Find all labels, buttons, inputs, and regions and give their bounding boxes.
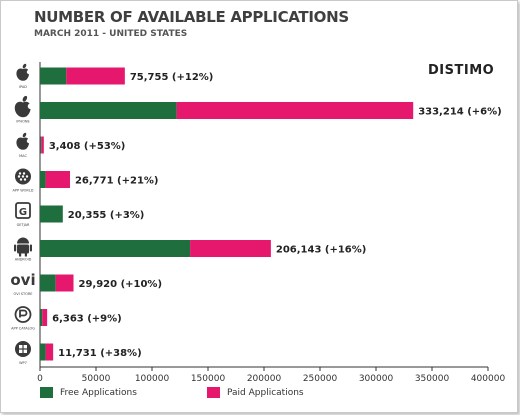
apple-leaf	[22, 63, 27, 69]
blackberry-icon: APP WORLD	[12, 168, 34, 193]
platform-label: GETJAR	[17, 223, 30, 227]
palm-ring	[14, 306, 32, 323]
legend-free: Free Applications	[40, 387, 137, 398]
jar-letter: G	[19, 207, 27, 218]
distimo-logo: DISTIMO	[428, 63, 495, 78]
chart-subtitle: MARCH 2011 - UNITED STATES	[34, 29, 188, 39]
legend-free-swatch	[40, 387, 53, 398]
wp-circle	[15, 341, 31, 357]
x-tick-label: 300000	[359, 374, 394, 384]
legend-paid-label: Paid Applications	[227, 388, 304, 398]
platform-label: APP WORLD	[12, 189, 33, 193]
legend-free-label: Free Applications	[60, 388, 137, 398]
android-leg	[19, 253, 22, 257]
bar-total-label: 75,755 (+12%)	[130, 72, 214, 83]
bar-free	[40, 309, 43, 326]
wp-pane	[19, 349, 23, 353]
platform-label: WP7	[19, 361, 27, 365]
palm-icon: APP CATALOG	[11, 306, 35, 331]
bar-free	[40, 240, 191, 257]
android-arm	[14, 244, 17, 252]
bar-free	[40, 343, 46, 361]
x-tick-label: 150000	[191, 374, 226, 384]
x-tick-label: 400000	[471, 374, 506, 384]
bar-free	[40, 171, 46, 188]
bar-free	[40, 274, 56, 292]
apple-bite	[26, 138, 32, 144]
bb-dot	[25, 175, 29, 178]
bar-paid	[45, 343, 54, 361]
bar-free	[40, 102, 177, 119]
bb-dot	[22, 172, 26, 175]
wp-pane	[23, 349, 27, 353]
chart-title: NUMBER OF AVAILABLE APPLICATIONS	[34, 8, 349, 26]
apple-bite	[26, 69, 32, 75]
legend-paid: Paid Applications	[207, 387, 304, 398]
x-tick-label: 350000	[415, 374, 450, 384]
x-tick-label: 0	[37, 374, 43, 384]
bar-total-label: 11,731 (+38%)	[58, 348, 142, 359]
bb-dot	[17, 175, 21, 178]
platform-label: IPAD	[19, 85, 27, 89]
wp-pane	[23, 345, 27, 349]
bb-dot	[19, 178, 23, 181]
legend-paid-swatch	[207, 387, 220, 398]
apple-shape	[14, 101, 31, 118]
bar-paid	[190, 240, 271, 257]
iphone-apple-icon: IPHONE	[14, 95, 34, 124]
bar-total-label: 20,355 (+3%)	[68, 210, 145, 221]
wp-pane	[19, 345, 23, 349]
platform-label: MAC	[19, 154, 27, 158]
bb-dot	[18, 172, 22, 175]
bar-free	[40, 205, 63, 223]
platform-label: ANDROID	[15, 258, 32, 262]
apple-leaf	[22, 95, 28, 102]
bar-total-label: 26,771 (+21%)	[75, 176, 159, 187]
android-arm	[29, 244, 32, 252]
apple-bite	[27, 103, 34, 109]
bar-free	[40, 67, 67, 85]
jar-body	[15, 202, 31, 219]
android-leg	[24, 253, 27, 257]
apple-shape	[16, 68, 30, 81]
bar-total-label: 29,920 (+10%)	[79, 279, 163, 290]
apple-shape	[16, 137, 30, 150]
bar-total-label: 206,143 (+16%)	[276, 245, 366, 256]
bar-paid	[42, 309, 48, 326]
getjar-icon: G GETJAR	[15, 202, 31, 227]
android-body	[17, 244, 29, 254]
ovi-word: ovi	[10, 271, 35, 289]
bar-total-label: 3,408 (+53%)	[49, 141, 126, 152]
mac-apple-icon: MAC	[16, 132, 32, 158]
bb-dot	[23, 178, 27, 181]
apple-leaf	[22, 132, 27, 138]
bar-free	[40, 136, 42, 154]
windows-phone-icon: WP7	[15, 341, 31, 365]
ovi-icon: ovi OVI STORE	[10, 271, 35, 296]
platform-label: OVI STORE	[14, 292, 33, 296]
x-tick-label: 100000	[135, 374, 170, 384]
bar-paid	[66, 67, 125, 85]
x-tick-label: 250000	[303, 374, 338, 384]
x-tick-label: 200000	[247, 374, 282, 384]
platform-label: IPHONE	[16, 120, 29, 124]
platform-label: APP CATALOG	[11, 327, 35, 331]
android-icon: ANDROID	[14, 237, 32, 262]
bar-paid	[41, 136, 44, 154]
ipad-apple-icon: IPAD	[16, 63, 32, 89]
bar-paid	[55, 274, 74, 292]
bb-dot	[21, 175, 25, 178]
bar-paid	[176, 102, 414, 119]
bar-total-label: 6,363 (+9%)	[52, 314, 122, 325]
bar-total-label: 333,214 (+6%)	[418, 107, 502, 118]
android-head	[17, 237, 29, 244]
palm-p	[19, 309, 28, 318]
x-tick-label: 50000	[82, 374, 111, 384]
bar-paid	[45, 171, 70, 188]
